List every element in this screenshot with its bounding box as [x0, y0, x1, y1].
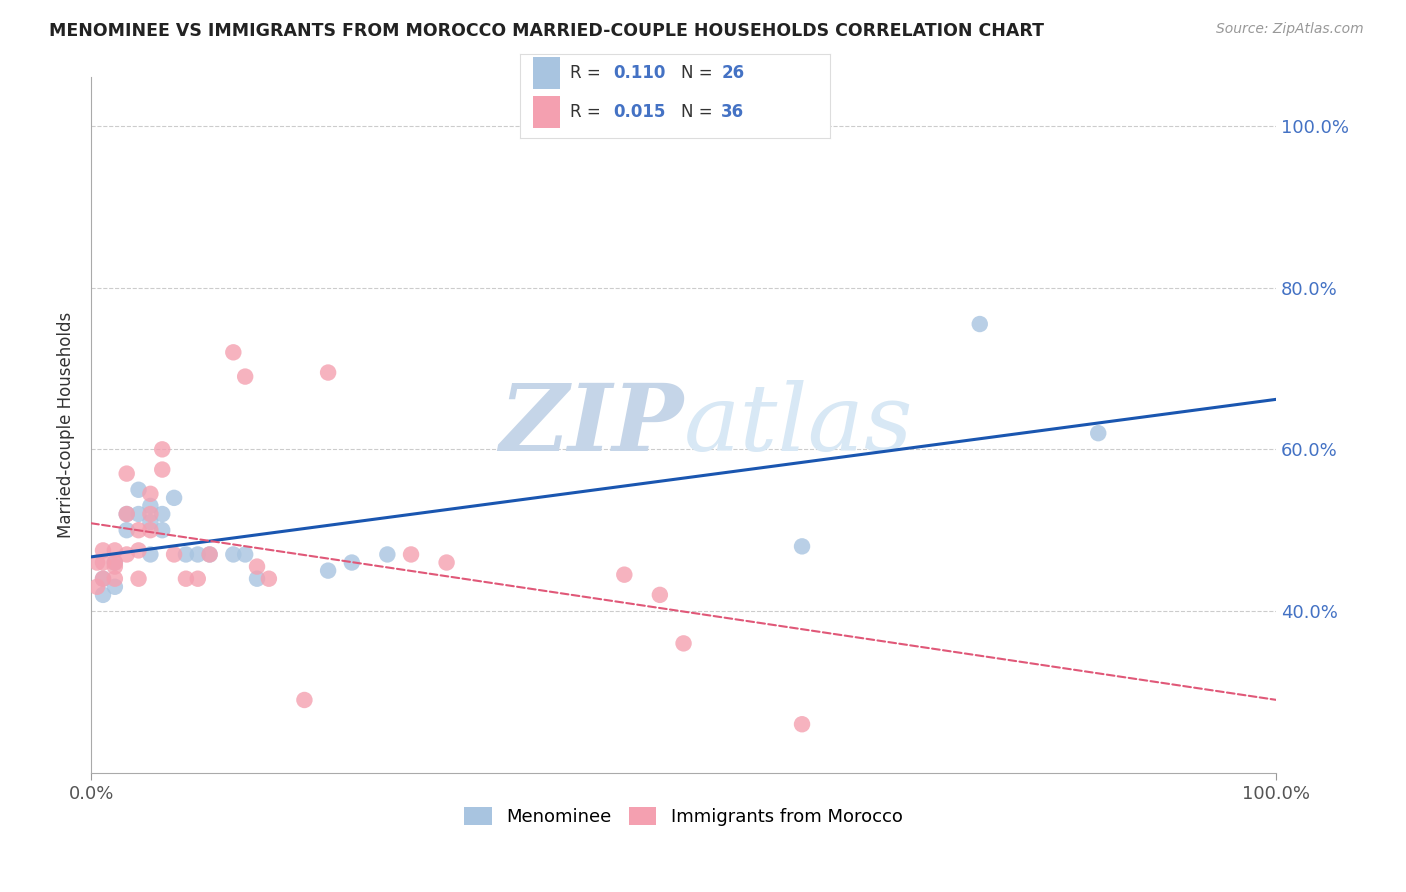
Point [139, 507, 162, 521]
Point [198, 548, 221, 562]
Point [115, 507, 138, 521]
Point [399, 548, 422, 562]
Point [139, 515, 162, 529]
Text: 36: 36 [721, 103, 744, 121]
Point [174, 548, 197, 562]
Point [139, 523, 162, 537]
Point [91, 556, 114, 570]
Point [104, 559, 127, 574]
Bar [533, 96, 561, 128]
Point [128, 543, 150, 558]
Point [139, 487, 162, 501]
Point [672, 636, 695, 650]
Point [316, 564, 339, 578]
Point [163, 491, 186, 505]
Point [104, 556, 127, 570]
Point [104, 580, 127, 594]
Y-axis label: Married-couple Households: Married-couple Households [58, 312, 75, 538]
Point [150, 507, 173, 521]
Point [613, 567, 636, 582]
Point [1087, 426, 1109, 441]
Point [128, 523, 150, 537]
Text: N =: N = [681, 103, 718, 121]
Point [91, 588, 114, 602]
Text: Source: ZipAtlas.com: Source: ZipAtlas.com [1216, 22, 1364, 37]
Point [790, 717, 813, 731]
Point [969, 317, 991, 331]
Point [246, 559, 269, 574]
Point [198, 548, 221, 562]
Point [115, 523, 138, 537]
Point [316, 366, 339, 380]
Text: atlas: atlas [683, 380, 912, 470]
Point [294, 693, 316, 707]
Point [246, 572, 269, 586]
Point [648, 588, 671, 602]
Point [115, 507, 138, 521]
Point [222, 345, 245, 359]
Point [174, 572, 197, 586]
Point [128, 572, 150, 586]
Text: R =: R = [569, 103, 606, 121]
Point [104, 556, 127, 570]
Point [91, 572, 114, 586]
Point [128, 483, 150, 497]
Point [139, 548, 162, 562]
Text: 0.110: 0.110 [613, 64, 665, 82]
Point [139, 499, 162, 513]
Bar [533, 57, 561, 89]
Legend: Menominee, Immigrants from Morocco: Menominee, Immigrants from Morocco [457, 799, 910, 833]
Point [233, 369, 256, 384]
Point [790, 540, 813, 554]
Point [163, 548, 186, 562]
Point [257, 572, 280, 586]
Point [187, 548, 209, 562]
Point [150, 523, 173, 537]
Text: 0.015: 0.015 [613, 103, 665, 121]
Point [187, 572, 209, 586]
Point [150, 442, 173, 457]
Point [104, 543, 127, 558]
Point [91, 572, 114, 586]
Point [86, 580, 108, 594]
Point [115, 467, 138, 481]
Point [436, 556, 458, 570]
Text: MENOMINEE VS IMMIGRANTS FROM MOROCCO MARRIED-COUPLE HOUSEHOLDS CORRELATION CHART: MENOMINEE VS IMMIGRANTS FROM MOROCCO MAR… [49, 22, 1045, 40]
Text: ZIP: ZIP [499, 380, 683, 470]
Point [233, 548, 256, 562]
Text: R =: R = [569, 64, 606, 82]
Point [104, 572, 127, 586]
Point [86, 556, 108, 570]
Point [128, 507, 150, 521]
Text: N =: N = [681, 64, 718, 82]
Point [115, 548, 138, 562]
Text: 26: 26 [721, 64, 744, 82]
Point [340, 556, 363, 570]
Point [222, 548, 245, 562]
Point [91, 543, 114, 558]
Point [377, 548, 399, 562]
Point [150, 462, 173, 476]
